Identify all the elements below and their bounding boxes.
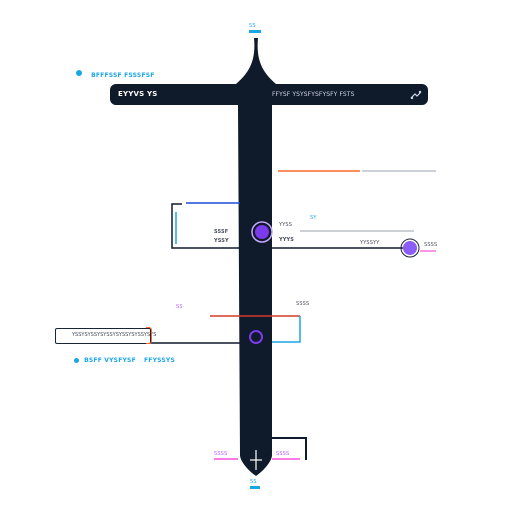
bottom-stem-label: SS — [250, 479, 257, 485]
bottom-caption-right: FFYSSYS — [143, 357, 175, 364]
mid-right-label-2: YYYS — [279, 237, 295, 243]
top-left-title-group: BFFFSSF FSSSFSF — [76, 62, 155, 81]
link-icon-svg — [410, 90, 422, 100]
caption-dot-icon — [74, 358, 79, 363]
top-left-title: BFFFSSF FSSSFSF — [91, 72, 155, 79]
lower-node — [249, 330, 263, 344]
main-pillar — [238, 105, 272, 476]
top-bar — [110, 84, 428, 105]
bottom-left-tag: SSSS — [214, 451, 228, 457]
info-dot-icon — [76, 69, 82, 76]
center-node — [255, 225, 269, 239]
top-stem-label: SS — [249, 23, 256, 29]
mid-right-label-1: YYSS — [279, 222, 293, 228]
bar-left-label: EYYVS YS — [118, 90, 158, 98]
upper-left-bracket — [171, 203, 240, 249]
lower-right-label: SSSS — [296, 301, 310, 307]
bottom-caption-left: BSFF VYSFYSF — [84, 357, 136, 364]
bottom-caption-group: BSFF VYSFYSF FFYSSYS — [74, 358, 175, 364]
lower-left-tag: SS — [176, 304, 183, 310]
bar-right-label: FFYSF YSYSFYSFYSFY FSTS — [272, 91, 355, 98]
mid-left-label-2: YSSY — [214, 238, 229, 244]
link-icon — [410, 90, 422, 100]
top-spike — [236, 38, 276, 84]
lower-right-bracket — [272, 316, 301, 343]
left-pill-text: YSSYSYSSYSYSSYSYSSYSYSSYSYS — [72, 332, 157, 338]
right-end-label: SSSS — [424, 242, 438, 248]
left-pill-accent — [146, 327, 152, 344]
left-pill: YSSYSYSSYSYSSYSYSSYSYSSYSYS — [55, 327, 156, 344]
right-node — [403, 241, 417, 255]
mid-right-tag: SY — [310, 215, 317, 221]
top-stem-marker — [249, 30, 261, 33]
right-small-label: YYSSYY — [360, 240, 380, 246]
mid-left-label-1: SSSF — [214, 229, 229, 235]
right-node-ring — [400, 238, 420, 258]
bottom-right-tag: SSSS — [276, 451, 290, 457]
center-node-ring — [251, 221, 273, 243]
bottom-right-bracket — [272, 437, 307, 460]
bottom-stem-marker — [250, 486, 260, 489]
